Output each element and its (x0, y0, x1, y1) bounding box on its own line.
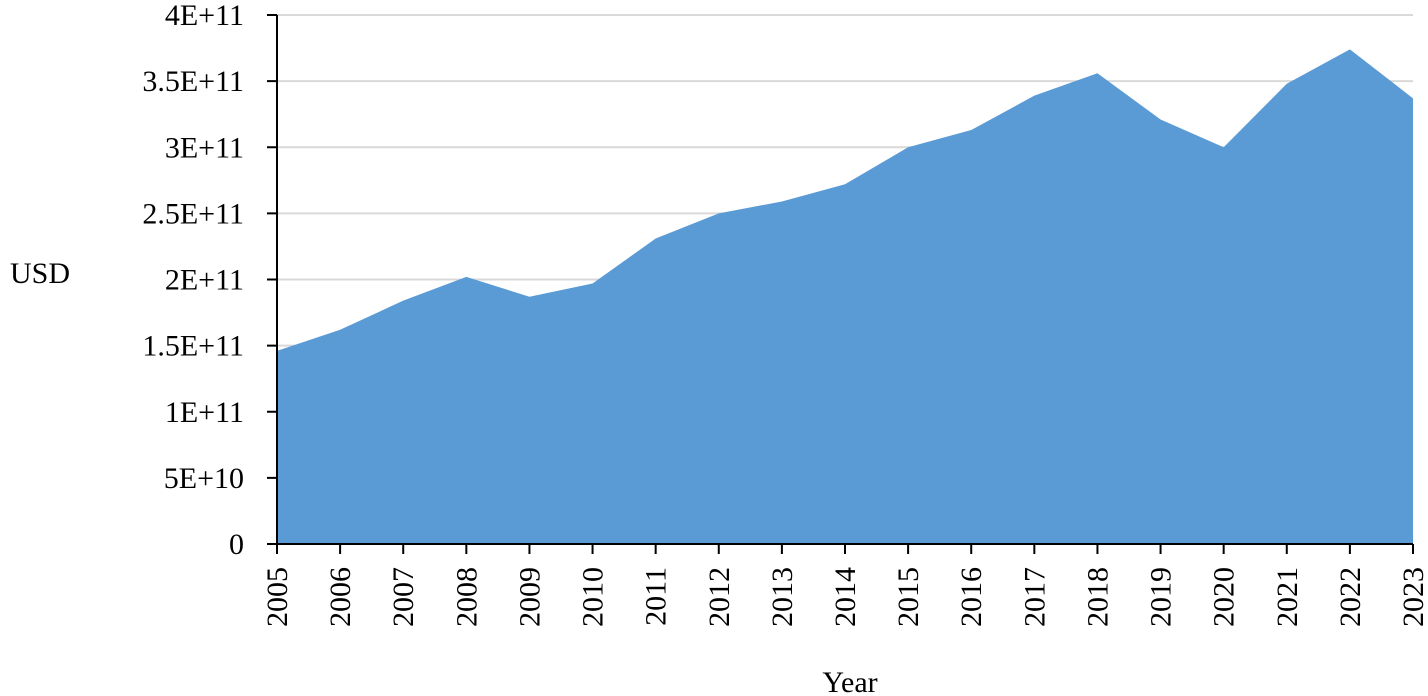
x-axis-title: Year (822, 666, 877, 696)
y-tick-label: 2E+11 (165, 264, 244, 297)
x-tick-label: 2015 (892, 567, 925, 627)
y-tick-label: 0 (229, 528, 244, 561)
y-tick-label: 1E+11 (165, 396, 244, 429)
x-tick-label: 2021 (1271, 567, 1304, 627)
x-tick-label: 2013 (766, 567, 799, 627)
y-tick-label: 3E+11 (165, 131, 244, 164)
axes (267, 14, 1414, 554)
y-tick-label: 5E+10 (164, 462, 244, 495)
y-tick-label: 2.5E+11 (142, 197, 244, 230)
series-area (277, 49, 1413, 544)
x-tick-label: 2010 (577, 567, 610, 627)
data-area (277, 49, 1413, 544)
y-tick-label: 1.5E+11 (142, 330, 244, 363)
x-tick-label: 2020 (1208, 567, 1241, 627)
y-tick-label: 3.5E+11 (142, 65, 244, 98)
x-tick-label: 2016 (955, 567, 988, 627)
x-tick-labels: 2005 2006 2007 2008 2009 2010 2011 2012 2013 2014… (261, 567, 1428, 627)
x-tick-label: 2022 (1334, 567, 1367, 627)
y-tick-labels: 0 5E+10 1E+11 1.5E+11 2E+11 2.5E+11 3E+11 3.5E+… (142, 0, 244, 561)
x-tick-label: 2012 (703, 567, 736, 627)
y-tick-label: 4E+11 (165, 0, 244, 32)
x-tick-label: 2018 (1081, 567, 1114, 627)
x-tick-label: 2009 (513, 567, 546, 627)
y-axis-title: USD (10, 257, 70, 290)
x-tick-label: 2019 (1145, 567, 1178, 627)
x-tick-label: 2023 (1397, 567, 1428, 627)
x-tick-label: 2005 (261, 567, 294, 627)
x-tick-label: 2007 (387, 567, 420, 627)
x-tick-label: 2011 (640, 567, 673, 626)
x-tick-label: 2017 (1018, 567, 1051, 627)
x-tick-label: 2008 (450, 567, 483, 627)
x-tick-label: 2014 (829, 567, 862, 627)
x-tick-label: 2006 (324, 567, 357, 627)
